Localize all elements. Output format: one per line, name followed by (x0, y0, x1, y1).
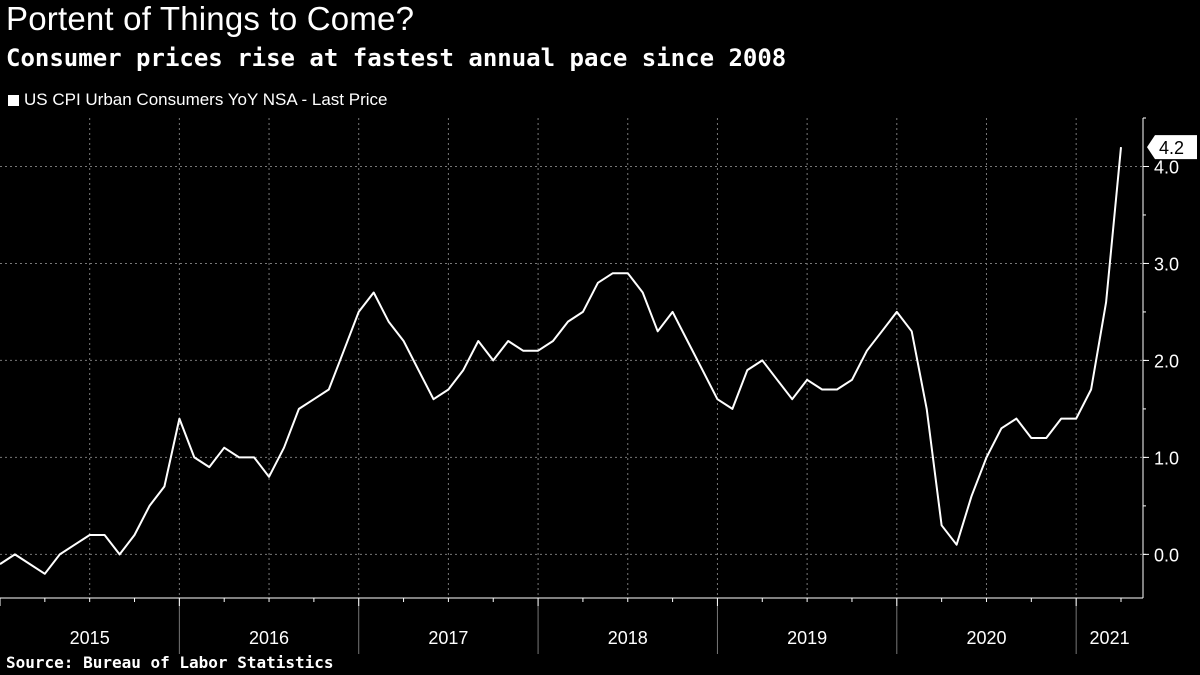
last-value-tag (1147, 135, 1197, 160)
year-label: 2017 (428, 628, 468, 648)
legend-label: US CPI Urban Consumers YoY NSA - Last Pr… (24, 90, 388, 109)
y-tick-label: 4.0 (1154, 157, 1179, 177)
legend-swatch (8, 94, 19, 106)
year-label: 2015 (70, 628, 110, 648)
y-tick-label: 3.0 (1154, 254, 1179, 274)
chart-title: Portent of Things to Come? (6, 0, 415, 37)
last-value-label: 4.2 (1159, 138, 1184, 158)
year-label: 2019 (787, 628, 827, 648)
source-note: Source: Bureau of Labor Statistics (6, 653, 334, 672)
year-label: 2020 (966, 628, 1006, 648)
y-tick-label: 1.0 (1154, 448, 1179, 468)
cpi-series-line (0, 147, 1122, 575)
y-tick-label: 0.0 (1154, 545, 1179, 565)
chart-subtitle: Consumer prices rise at fastest annual p… (6, 44, 787, 72)
legend: US CPI Urban Consumers YoY NSA - Last Pr… (8, 90, 387, 110)
year-label: 2018 (608, 628, 648, 648)
year-label: 2016 (249, 628, 289, 648)
y-tick-label: 2.0 (1154, 351, 1179, 371)
year-label: 2021 (1090, 628, 1130, 648)
